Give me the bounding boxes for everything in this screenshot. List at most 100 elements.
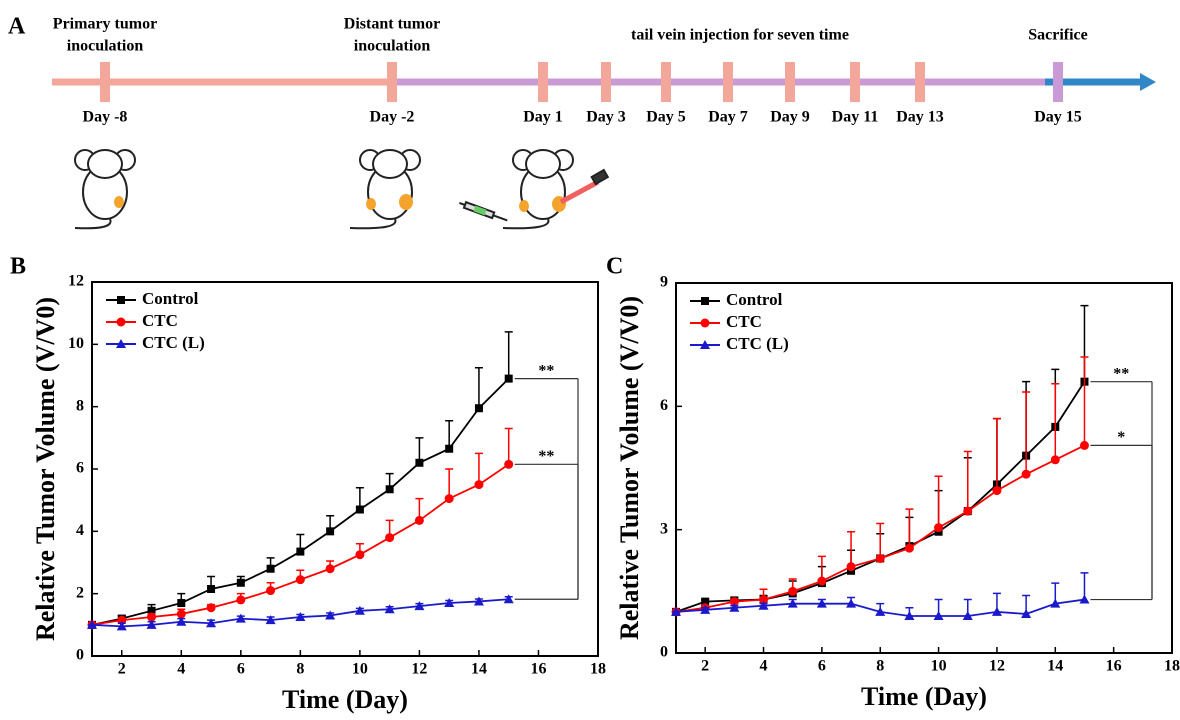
data-point <box>116 621 127 631</box>
data-point <box>875 606 886 616</box>
data-point <box>504 374 513 383</box>
x-tick-label: 16 <box>1106 658 1122 675</box>
y-tick-label: 6 <box>660 397 668 414</box>
data-point <box>414 601 425 611</box>
legend-label: CTC <box>142 311 178 330</box>
data-point <box>992 486 1002 496</box>
data-point <box>384 604 395 614</box>
legend-marker <box>700 340 710 349</box>
x-tick-label: 10 <box>931 658 947 675</box>
day-label: Day 5 <box>646 109 686 126</box>
y-tick-label: 2 <box>76 584 84 601</box>
x-tick-label: 8 <box>296 661 304 678</box>
data-point <box>326 527 335 536</box>
error-bar <box>963 450 972 512</box>
significance-label: ** <box>1113 365 1129 382</box>
data-point <box>963 506 973 516</box>
day-label: Day -8 <box>83 109 128 126</box>
y-axis-title: Relative Tumor Volume (V/V0) <box>31 297 60 641</box>
error-bar <box>504 427 513 465</box>
data-point <box>117 615 127 625</box>
y-tick-label: 10 <box>68 335 84 352</box>
x-tick-label: 2 <box>118 661 126 678</box>
legend-label: Control <box>142 289 199 308</box>
data-point <box>176 616 187 626</box>
data-point <box>1021 469 1031 479</box>
data-point <box>295 612 306 622</box>
error-bar <box>474 366 483 409</box>
y-tick-label: 9 <box>660 274 668 291</box>
panel-label: B <box>10 254 26 280</box>
day-label: Day 13 <box>896 109 944 126</box>
y-tick-label: 12 <box>68 273 84 290</box>
legend-label: CTC <box>726 312 762 331</box>
error-bar <box>876 522 885 559</box>
day-marker <box>723 62 733 102</box>
data-point <box>729 602 740 612</box>
legend-label: CTC (L) <box>726 334 789 353</box>
data-point <box>265 615 276 625</box>
data-point <box>236 578 245 587</box>
day-label: Day 1 <box>523 109 563 126</box>
x-tick-label: 16 <box>530 661 546 678</box>
day-label: Day 11 <box>832 109 879 126</box>
x-tick-label: 12 <box>411 661 427 678</box>
x-tick-label: 12 <box>989 658 1005 675</box>
panel-label: C <box>606 254 623 280</box>
data-point <box>355 550 365 560</box>
data-point <box>266 586 276 596</box>
data-point <box>444 598 455 608</box>
data-point <box>671 606 681 616</box>
data-point <box>933 611 944 620</box>
data-point <box>991 606 1002 616</box>
day-marker <box>661 62 671 102</box>
y-tick-label: 0 <box>76 647 84 664</box>
error-bar <box>415 437 424 463</box>
error-bar <box>905 508 914 549</box>
x-tick-label: 8 <box>876 658 884 675</box>
data-point <box>788 586 798 596</box>
data-point <box>1079 594 1090 604</box>
legend-marker <box>117 296 125 304</box>
data-point <box>503 594 514 604</box>
data-point <box>354 605 365 615</box>
data-point <box>385 533 395 543</box>
error-bar <box>445 419 454 449</box>
data-point <box>147 606 156 615</box>
data-point <box>147 612 157 622</box>
day-label: Day 7 <box>708 109 748 126</box>
x-tick-label: 4 <box>177 661 185 678</box>
data-point <box>504 459 514 469</box>
legend-marker <box>700 318 710 328</box>
y-tick-label: 0 <box>660 644 668 661</box>
data-point <box>415 458 424 467</box>
data-point <box>296 547 305 556</box>
panel-label: A <box>8 14 26 40</box>
data-point <box>1050 455 1060 465</box>
data-point <box>206 618 217 628</box>
data-point <box>325 610 336 620</box>
error-bar <box>934 475 943 528</box>
data-point <box>817 576 827 586</box>
legend-marker <box>701 297 709 305</box>
data-point <box>87 619 97 629</box>
data-point <box>414 515 424 525</box>
data-point <box>177 599 186 608</box>
day-marker <box>785 62 795 102</box>
data-point <box>235 613 246 623</box>
x-tick-label: 14 <box>1047 658 1063 675</box>
x-tick-label: 18 <box>590 661 606 678</box>
data-point <box>474 404 483 413</box>
plot-frame <box>675 282 1173 654</box>
day-marker <box>915 62 925 102</box>
y-tick-label: 8 <box>76 397 84 414</box>
data-point <box>758 600 769 610</box>
error-bar <box>1051 382 1060 460</box>
error-bar <box>445 468 454 499</box>
x-tick-label: 18 <box>1164 658 1180 675</box>
day-marker <box>387 62 397 102</box>
data-point <box>729 597 739 607</box>
data-point <box>700 604 711 614</box>
day-marker <box>601 62 611 102</box>
